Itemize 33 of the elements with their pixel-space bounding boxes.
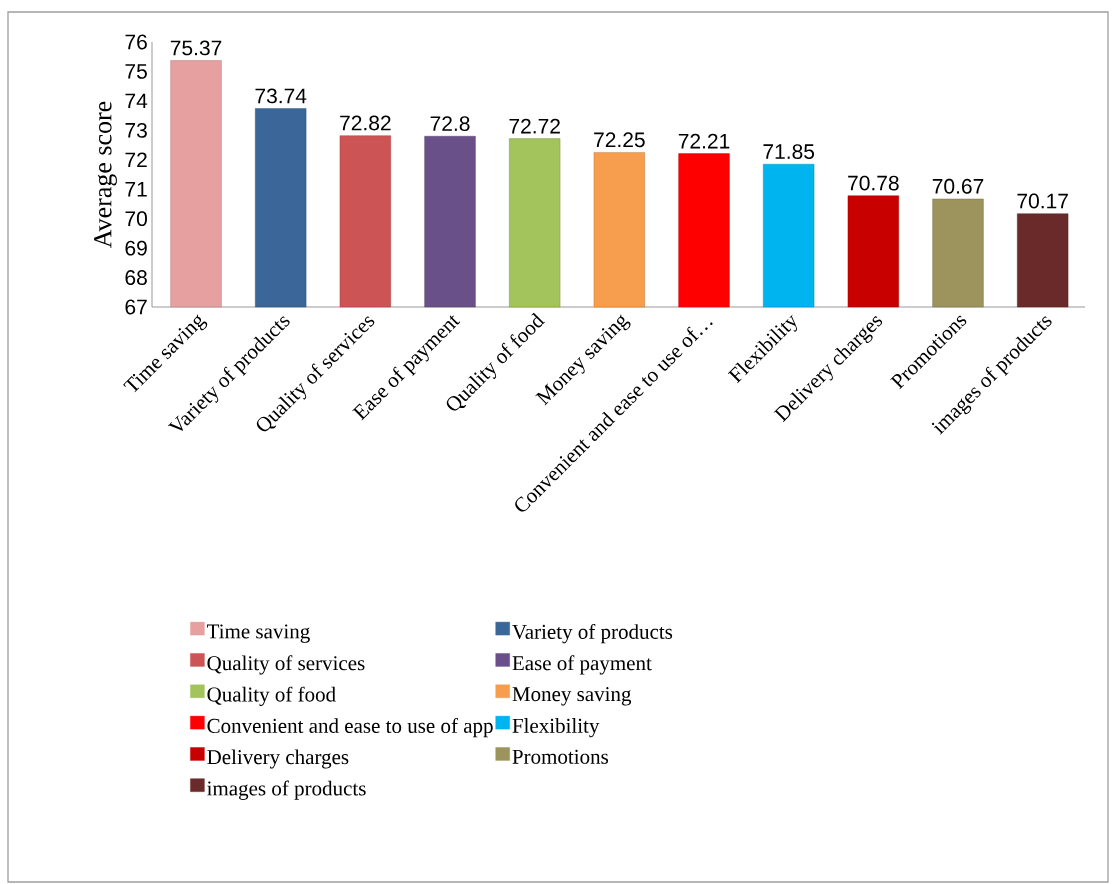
y-tick-label: 75 [125, 64, 147, 79]
data-label: 70.78 [848, 175, 899, 191]
legend-label: Variety of products [512, 623, 673, 644]
legend-label: Delivery charges [207, 749, 349, 769]
data-label: 71.85 [763, 144, 815, 159]
data-label: 72.25 [594, 132, 645, 148]
y-tick-label: 67 [125, 299, 147, 315]
y-tick-label: 71 [125, 182, 147, 197]
y-tick-label: 68 [125, 270, 147, 285]
legend-label: Time saving [206, 624, 310, 643]
y-tick-label: 73 [125, 122, 147, 138]
y-tick-label: 70 [125, 211, 147, 227]
legend-label: Flexibility [512, 718, 600, 738]
data-label: 73.74 [255, 88, 307, 104]
data-label: 72.8 [430, 116, 470, 132]
legend-label: Convenient and ease to use of app [207, 717, 493, 738]
data-label: 75.37 [170, 40, 222, 56]
legend-label: Money saving [512, 687, 632, 706]
data-label: 70.67 [932, 178, 984, 194]
y-tick-label: 76 [125, 34, 147, 50]
y-tick-label: 69 [125, 240, 147, 256]
data-label: 72.72 [509, 118, 560, 134]
legend-label: Quality of services [207, 655, 365, 675]
data-label: 72.21 [678, 133, 730, 149]
y-tick-label: 74 [125, 93, 148, 109]
legend-label: Promotions [512, 749, 609, 764]
data-label: 72.82 [340, 115, 391, 131]
legend-label: Ease of payment [512, 655, 652, 675]
y-axis-title: Average score [94, 101, 117, 248]
data-label: 70.17 [1017, 193, 1068, 209]
y-tick-label: 72 [125, 152, 147, 168]
legend-label: images of products [207, 780, 366, 800]
legend-label: Quality of food [207, 686, 336, 706]
